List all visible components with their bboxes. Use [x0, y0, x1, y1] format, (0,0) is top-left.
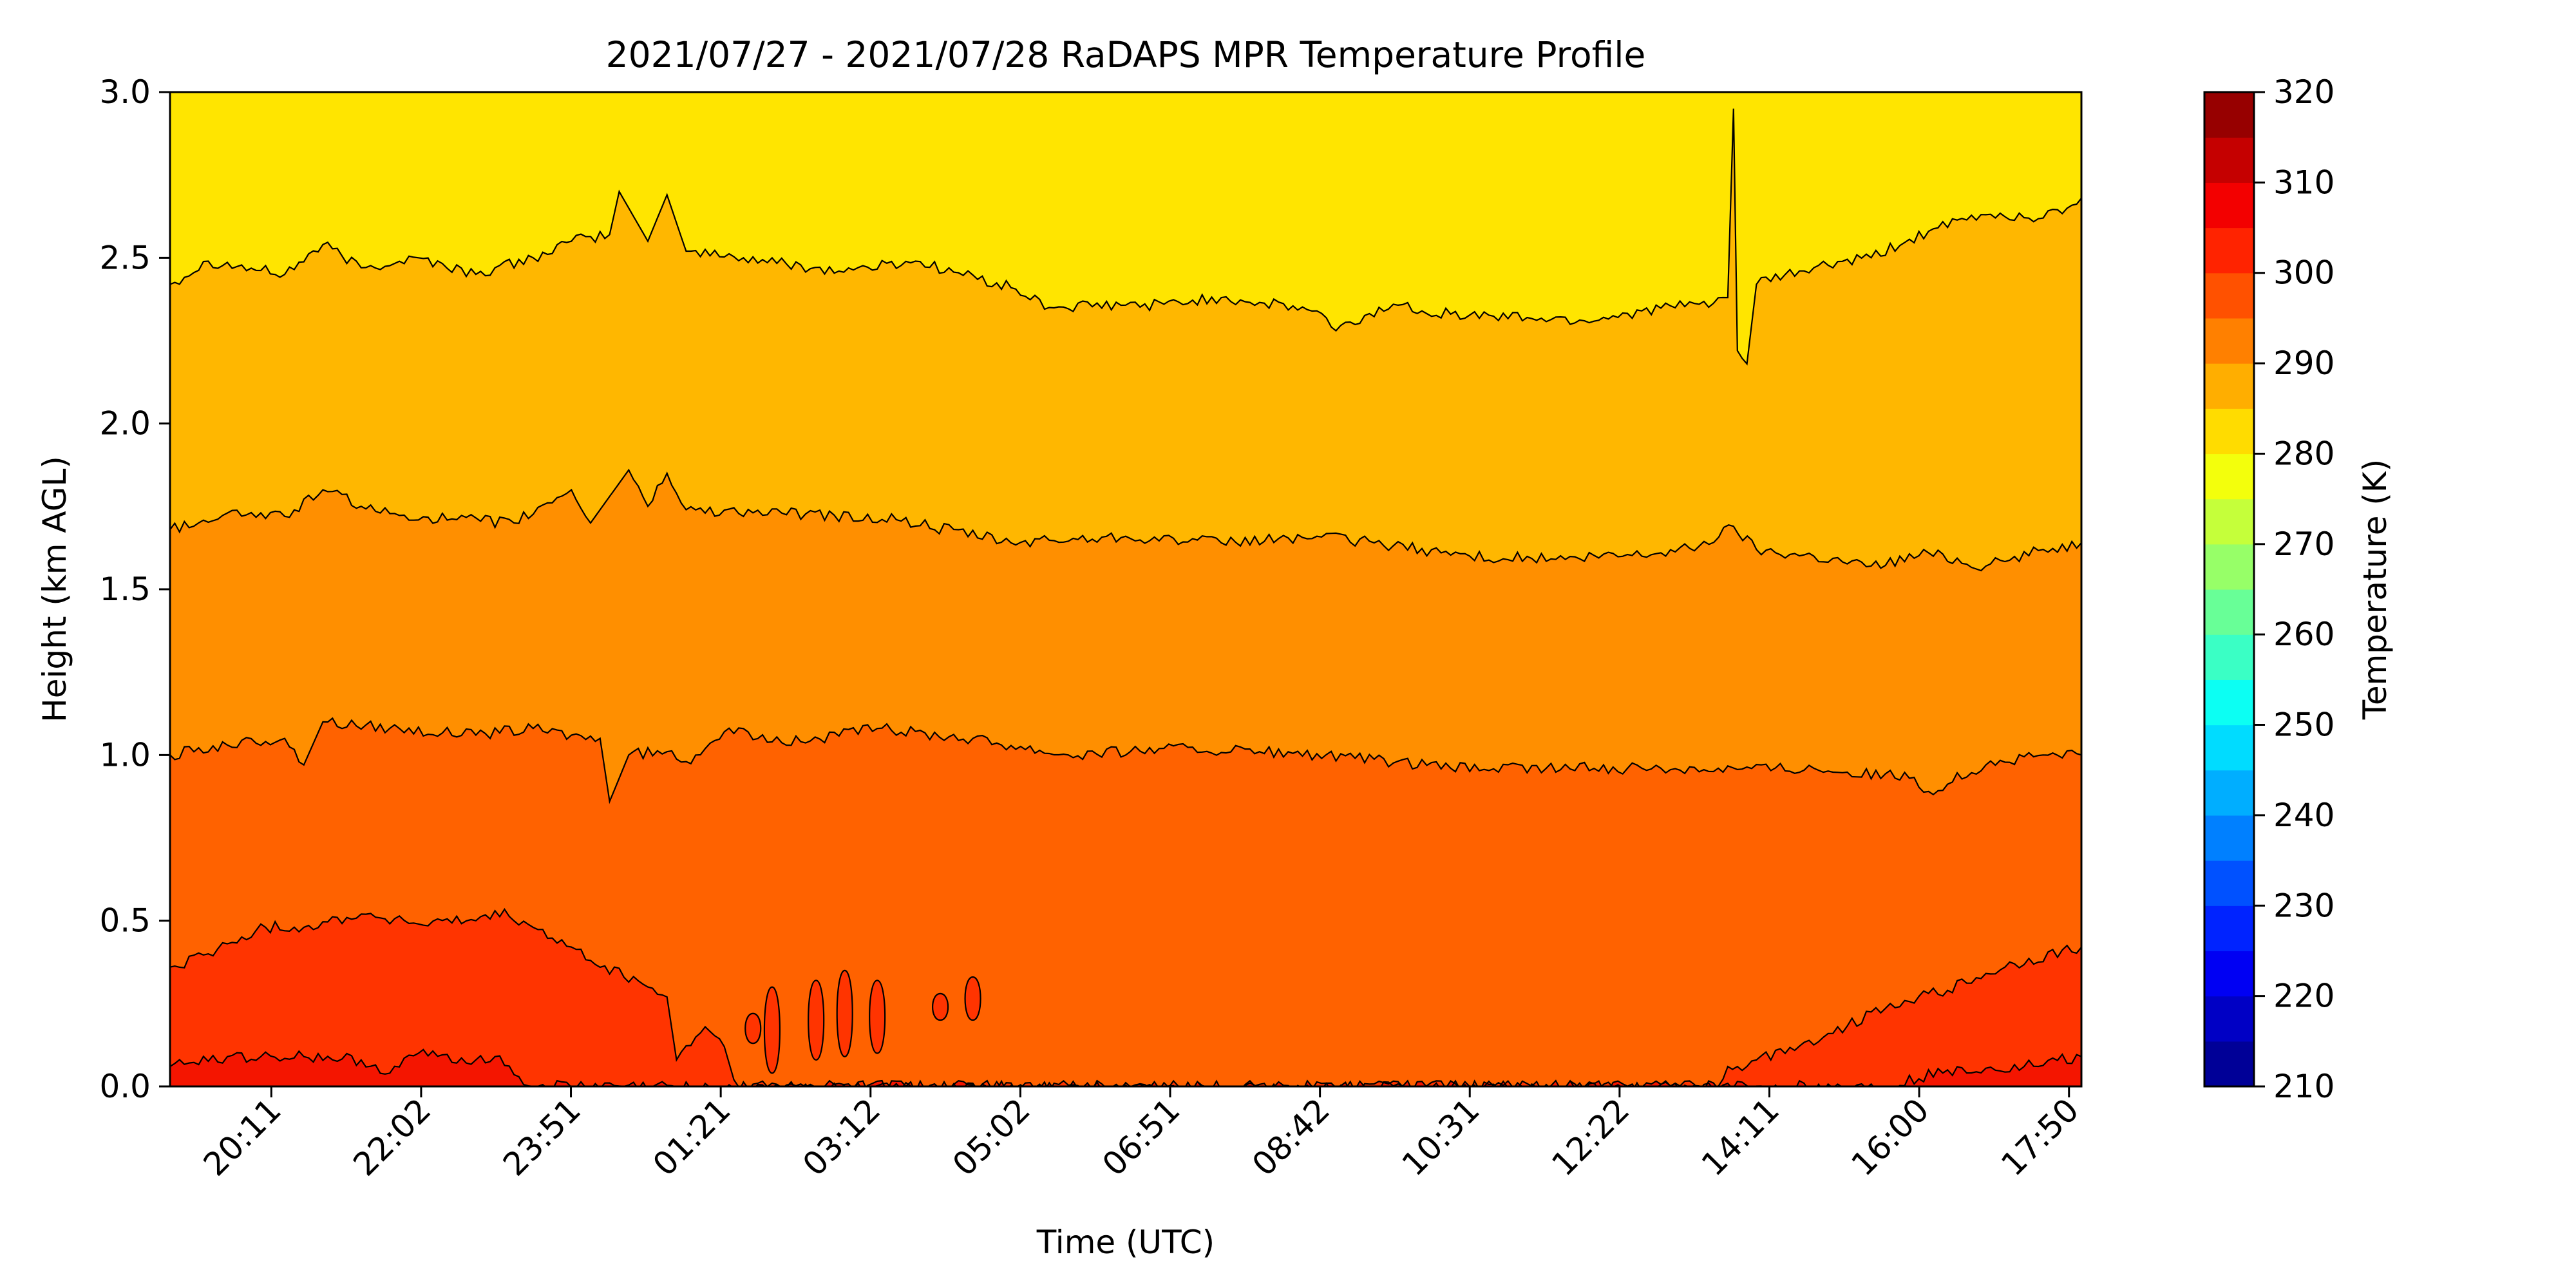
chart-title: 2021/07/27 - 2021/07/28 RaDAPS MPR Tempe…: [606, 34, 1646, 75]
x-tick-label: 14:11: [1694, 1091, 1786, 1183]
isotherm-lines: [170, 108, 2081, 1086]
colorbar-bin: [2204, 815, 2254, 861]
isotherm-295k: [170, 717, 2081, 804]
band-300-305: [170, 909, 2081, 1086]
band-305-310: [170, 1049, 2081, 1086]
x-axis: 20:11 22:02 23:51 01:21 03:12 05:02 06:51 08:42…: [196, 1086, 2086, 1183]
colorbar-bin: [2204, 227, 2254, 274]
x-tick-label: 06:51: [1095, 1091, 1188, 1183]
x-tick-label: 17:50: [1994, 1091, 2086, 1183]
colorbar-bin: [2204, 272, 2254, 319]
colorbar-tick-label: 210: [2273, 1068, 2334, 1105]
isotherm-290k: [170, 468, 2081, 572]
x-tick-label: 20:11: [196, 1091, 289, 1183]
colorbar-frame: [2203, 91, 2255, 1088]
y-tick-label: 1.5: [99, 571, 151, 608]
y-tick-label: 0.5: [99, 902, 151, 940]
colorbar-bin: [2204, 996, 2254, 1042]
colorbar-bin: [2204, 860, 2254, 906]
colorbar-tick-label: 260: [2273, 616, 2334, 653]
y-tick-label: 3.0: [99, 73, 151, 111]
colorbar-bin: [2204, 905, 2254, 952]
y-tick-label: 0.0: [99, 1068, 151, 1105]
colorbar-tick-label: 300: [2273, 254, 2334, 292]
warm-pocket: [869, 980, 886, 1054]
warm-pockets: [744, 969, 981, 1074]
colorbar-bin: [2204, 498, 2254, 545]
warm-pocket: [808, 980, 825, 1061]
isotherm-285k: [170, 108, 2081, 366]
colorbar-bin: [2204, 634, 2254, 680]
x-tick-label: 01:21: [646, 1091, 738, 1183]
colorbar-tick-label: 310: [2273, 164, 2334, 201]
colorbar-bin: [2204, 408, 2254, 455]
colorbar-tick-label: 250: [2273, 706, 2334, 744]
colorbar-bin: [2204, 724, 2254, 771]
colorbar-tick-label: 240: [2273, 797, 2334, 834]
x-tick-label: 22:02: [346, 1091, 439, 1183]
colorbar-bin: [2204, 137, 2254, 183]
x-tick-label: 12:22: [1544, 1091, 1636, 1183]
colorbar-tick-label: 280: [2273, 435, 2334, 472]
contour-bands: [170, 92, 2081, 1086]
x-tick-label: 23:51: [496, 1091, 588, 1183]
y-tick-label: 2.5: [99, 239, 151, 276]
colorbar-bin: [2204, 182, 2254, 229]
colorbar-tick-label: 270: [2273, 526, 2334, 563]
colorbar-bin: [2204, 317, 2254, 364]
colorbar-tick-label: 290: [2273, 345, 2334, 382]
warm-pocket: [763, 986, 781, 1074]
x-tick-label: 03:12: [795, 1091, 887, 1183]
x-axis-label: Time (UTC): [1036, 1224, 1215, 1261]
x-tick-label: 16:00: [1844, 1091, 1937, 1183]
warm-pocket: [932, 992, 949, 1021]
y-tick-label: 2.0: [99, 405, 151, 442]
colorbar-bin: [2204, 363, 2254, 409]
colorbar-bin: [2204, 770, 2254, 816]
x-tick-label: 05:02: [945, 1091, 1037, 1183]
colorbar-label: Temperature (K): [2356, 459, 2394, 720]
colorbar-bin: [2204, 1041, 2254, 1087]
warm-pocket: [836, 969, 853, 1057]
y-axis: 0.0 0.5 1.0 1.5 2.0 2.5 3.0: [99, 73, 170, 1105]
x-tick-label: 08:42: [1245, 1091, 1337, 1183]
warm-pocket: [964, 976, 981, 1021]
x-tick-label: 10:31: [1395, 1091, 1487, 1183]
band-280-285: [170, 92, 2081, 364]
colorbar-tick-label: 220: [2273, 978, 2334, 1015]
isotherm-300k: [170, 907, 2081, 1086]
colorbar-bin: [2204, 589, 2254, 635]
colorbar: 210 220 230 240 250 260 270 280 290 300 310 320: [2203, 73, 2334, 1105]
colorbar-tick-label: 320: [2273, 73, 2334, 111]
colorbar-bin: [2204, 92, 2254, 138]
y-tick-label: 1.0: [99, 736, 151, 773]
isotherm-305k: [170, 1048, 2081, 1086]
y-axis-label: Height (km AGL): [36, 456, 73, 723]
colorbar-tick-label: 230: [2273, 887, 2334, 924]
colorbar-bin: [2204, 453, 2254, 500]
colorbar-bin: [2204, 951, 2254, 997]
warm-pocket: [744, 1012, 762, 1045]
colorbar-bin: [2204, 544, 2254, 590]
colorbar-bin: [2204, 679, 2254, 726]
